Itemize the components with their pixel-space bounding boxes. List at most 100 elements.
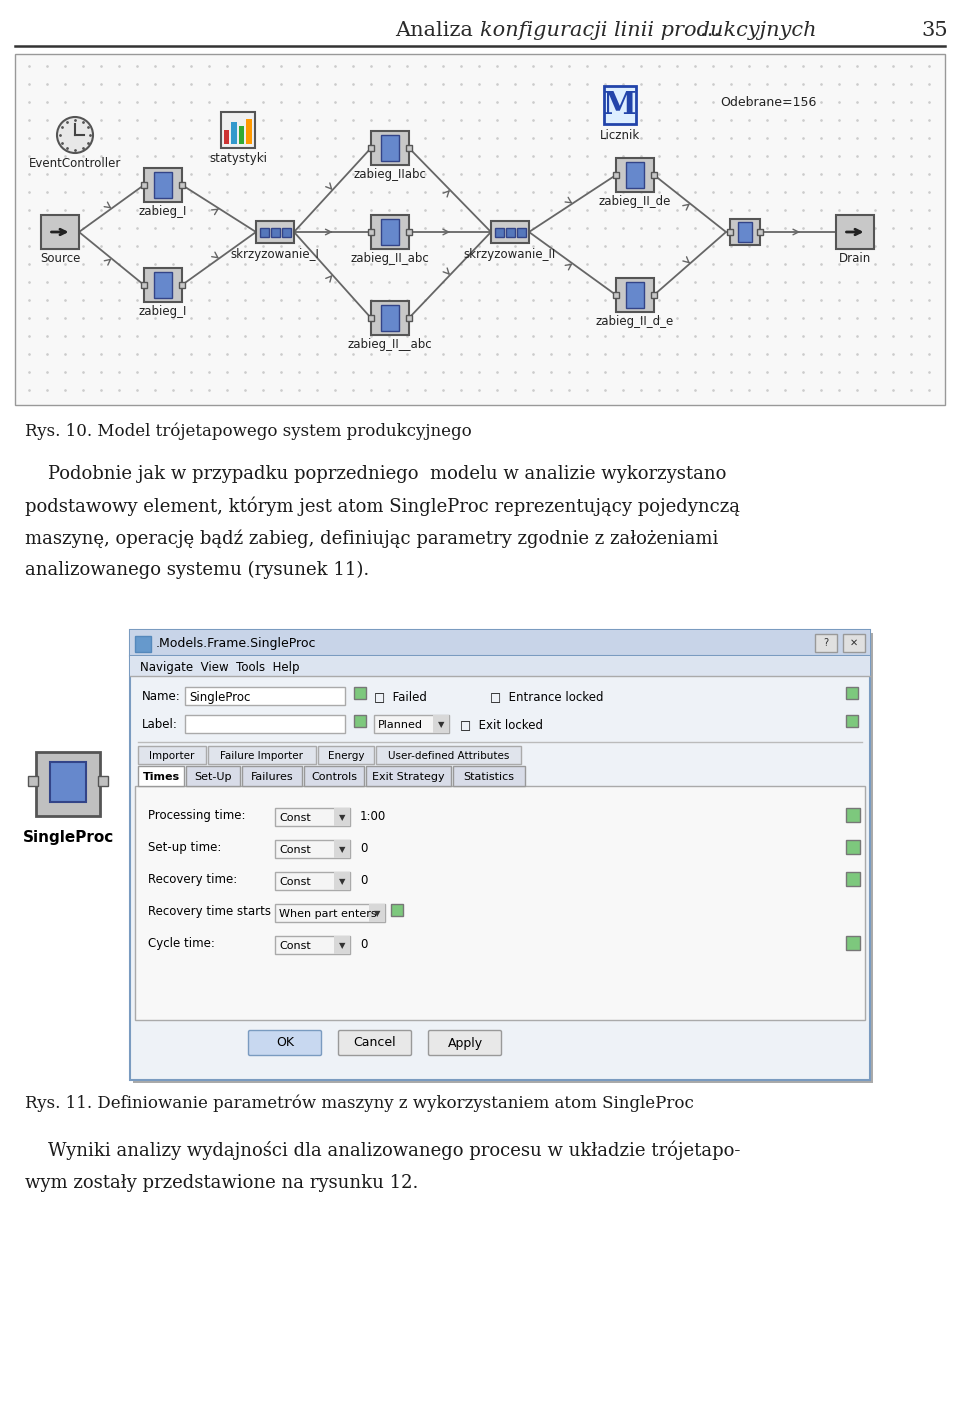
Bar	[368, 315, 374, 321]
Bar	[208, 746, 316, 764]
Bar	[275, 936, 350, 954]
Bar	[186, 765, 240, 787]
Bar	[374, 716, 449, 733]
Bar	[366, 765, 451, 787]
Bar	[846, 841, 860, 853]
Text: zabieg_II_abc: zabieg_II_abc	[350, 251, 429, 266]
Text: M: M	[603, 89, 636, 121]
Bar	[651, 172, 657, 178]
Bar	[371, 214, 409, 248]
Bar	[381, 135, 398, 160]
Text: konfiguracji linii produkcyjnych: konfiguracji linii produkcyjnych	[480, 20, 817, 40]
Text: ✕: ✕	[850, 638, 858, 648]
Text: Wyniki analizy wydajności dla analizowanego procesu w układzie trójetapo-: Wyniki analizy wydajności dla analizowan…	[25, 1140, 740, 1160]
Bar	[179, 182, 185, 187]
Text: Const: Const	[279, 845, 311, 855]
Text: Times: Times	[142, 772, 180, 782]
Text: zabieg_I: zabieg_I	[139, 305, 187, 318]
Text: zabieg_IIabc: zabieg_IIabc	[353, 168, 426, 180]
Text: Licznik: Licznik	[600, 129, 640, 142]
Bar	[406, 229, 412, 234]
Text: ...: ...	[700, 20, 720, 40]
Bar	[144, 268, 182, 302]
Bar	[368, 145, 374, 151]
Circle shape	[57, 116, 93, 153]
Text: Cycle time:: Cycle time:	[148, 937, 215, 950]
Text: zabieg_II__abc: zabieg_II__abc	[348, 338, 432, 351]
Bar	[141, 283, 147, 288]
Text: statystyki: statystyki	[209, 152, 267, 165]
Bar	[179, 283, 185, 288]
Bar	[275, 841, 350, 858]
Text: wym zostały przedstawione na rysunku 12.: wym zostały przedstawione na rysunku 12.	[25, 1174, 419, 1191]
Text: Const: Const	[279, 941, 311, 951]
Bar	[334, 841, 350, 858]
Text: Recovery time:: Recovery time:	[148, 873, 237, 886]
Bar	[36, 753, 100, 816]
Bar	[155, 172, 172, 197]
Bar	[141, 182, 147, 187]
Bar	[98, 775, 108, 787]
Bar	[231, 122, 237, 143]
Bar	[275, 872, 350, 890]
Text: Podobnie jak w przypadku poprzedniego  modelu w analizie wykorzystano: Podobnie jak w przypadku poprzedniego mo…	[25, 464, 727, 483]
Bar	[491, 222, 529, 243]
Bar	[242, 765, 302, 787]
Bar	[391, 905, 403, 916]
Text: OK: OK	[276, 1037, 294, 1049]
Text: EventController: EventController	[29, 158, 121, 170]
Text: Navigate  View  Tools  Help: Navigate View Tools Help	[140, 660, 300, 673]
Bar	[304, 765, 364, 787]
Bar	[368, 229, 374, 234]
Text: maszynę, operację bądź zabieg, definiując parametry zgodnie z założeniami: maszynę, operację bądź zabieg, definiują…	[25, 530, 718, 548]
Bar	[271, 227, 279, 237]
Bar	[281, 227, 291, 237]
Text: analizowanego systemu (rysunek 11).: analizowanego systemu (rysunek 11).	[25, 561, 370, 579]
Bar	[133, 633, 873, 1083]
Text: Energy: Energy	[327, 751, 364, 761]
Text: 35: 35	[922, 20, 948, 40]
Text: Failures: Failures	[251, 772, 294, 782]
Text: Exit Strategy: Exit Strategy	[372, 772, 444, 782]
Bar	[453, 765, 525, 787]
FancyBboxPatch shape	[249, 1031, 322, 1055]
Bar	[185, 687, 345, 704]
Text: skrzyzowanie_II: skrzyzowanie_II	[464, 248, 556, 261]
Text: 0: 0	[360, 842, 368, 855]
Text: Statistics: Statistics	[464, 772, 515, 782]
Text: 0: 0	[360, 937, 368, 950]
Text: ?: ?	[824, 638, 828, 648]
Text: Failure Importer: Failure Importer	[221, 751, 303, 761]
Bar	[376, 746, 521, 764]
Bar	[843, 633, 865, 652]
Bar	[494, 227, 503, 237]
Text: Analiza: Analiza	[396, 20, 480, 40]
Text: Controls: Controls	[311, 772, 357, 782]
Bar	[371, 301, 409, 335]
Text: ▼: ▼	[339, 814, 346, 822]
Text: ▼: ▼	[438, 720, 444, 730]
Text: When part enters: When part enters	[279, 909, 376, 919]
Text: Drain: Drain	[839, 251, 871, 266]
Bar	[757, 229, 763, 234]
Text: Name:: Name:	[142, 690, 180, 703]
Bar	[836, 214, 874, 248]
Bar	[433, 716, 449, 733]
Text: □  Exit locked: □ Exit locked	[460, 719, 543, 731]
Bar	[275, 808, 350, 826]
Bar	[354, 687, 366, 699]
Bar	[135, 636, 151, 652]
Text: ▼: ▼	[339, 845, 346, 855]
Bar	[616, 158, 654, 192]
Text: podstawowy element, którym jest atom SingleProc reprezentujący pojedynczą: podstawowy element, którym jest atom Sin…	[25, 497, 740, 517]
Text: Odebrane=156: Odebrane=156	[720, 97, 816, 109]
Bar	[256, 222, 294, 243]
Bar	[381, 219, 398, 244]
Text: 1:00: 1:00	[360, 809, 386, 822]
Text: Processing time:: Processing time:	[148, 809, 246, 822]
Text: 0: 0	[360, 873, 368, 886]
Bar	[138, 765, 184, 787]
Bar	[130, 630, 870, 656]
Text: Apply: Apply	[447, 1037, 483, 1049]
Bar	[616, 278, 654, 312]
